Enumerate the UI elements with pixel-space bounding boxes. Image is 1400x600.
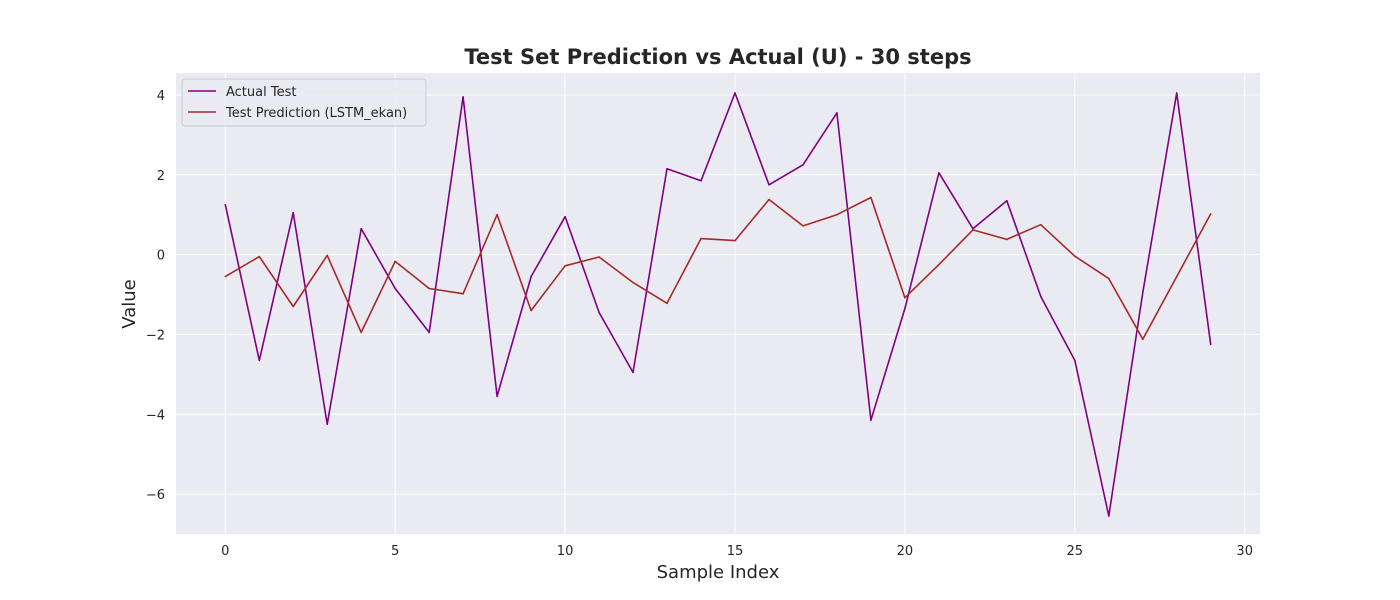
y-tick-labels: −6 −4 −2 0 2 4 bbox=[146, 89, 165, 503]
actual-test-point bbox=[598, 311, 600, 314]
test-prediction-point bbox=[632, 281, 634, 284]
test-prediction-point bbox=[564, 264, 566, 267]
plot-background bbox=[176, 73, 1260, 534]
test-prediction-point bbox=[1141, 338, 1144, 341]
x-tick-label: 0 bbox=[221, 544, 229, 559]
y-tick-label: −6 bbox=[146, 488, 165, 503]
actual-test-point bbox=[360, 227, 362, 230]
y-tick-label: 4 bbox=[157, 89, 165, 104]
actual-test-point bbox=[1006, 199, 1008, 202]
x-axis-label: Sample Index bbox=[657, 562, 780, 583]
y-axis-label: Value bbox=[119, 279, 140, 328]
test-prediction-point bbox=[394, 260, 396, 263]
test-prediction-point bbox=[1175, 275, 1178, 278]
actual-test-point bbox=[394, 287, 396, 290]
test-prediction-point bbox=[292, 305, 295, 308]
actual-test-point bbox=[224, 203, 227, 206]
actual-test-point bbox=[326, 423, 329, 426]
test-prediction-point bbox=[530, 309, 532, 312]
test-prediction-point bbox=[462, 292, 464, 295]
actual-test-point bbox=[1141, 291, 1144, 294]
test-prediction-point bbox=[1006, 238, 1008, 241]
actual-test-point bbox=[530, 275, 532, 278]
actual-test-point bbox=[1074, 359, 1076, 362]
test-prediction-point bbox=[1074, 255, 1076, 258]
actual-test-point bbox=[870, 419, 872, 422]
test-prediction-point bbox=[360, 331, 362, 334]
legend-label-test-prediction: Test Prediction (LSTM_ekan) bbox=[225, 106, 407, 121]
test-prediction-point bbox=[904, 296, 906, 299]
actual-test-point bbox=[258, 359, 261, 362]
test-prediction-point bbox=[1040, 223, 1042, 226]
actual-test-point bbox=[1175, 92, 1178, 94]
x-tick-label: 15 bbox=[727, 544, 744, 559]
actual-test-point bbox=[768, 183, 770, 186]
test-prediction-point bbox=[258, 255, 261, 258]
actual-test-point bbox=[496, 395, 498, 398]
legend: Actual Test Test Prediction (LSTM_ekan) bbox=[181, 78, 427, 127]
test-prediction-point bbox=[326, 254, 329, 257]
test-prediction-point bbox=[802, 225, 804, 227]
actual-test-point bbox=[1107, 515, 1110, 517]
y-tick-label: 2 bbox=[157, 169, 165, 184]
test-prediction-point bbox=[734, 239, 736, 242]
x-tick-label: 25 bbox=[1067, 544, 1084, 559]
actual-test-point bbox=[666, 167, 668, 170]
legend-label-actual-test: Actual Test bbox=[226, 85, 296, 100]
test-prediction-point bbox=[224, 275, 227, 278]
actual-test-point bbox=[700, 179, 702, 182]
actual-test-point bbox=[972, 227, 974, 230]
x-tick-labels: 0 5 10 15 20 25 30 bbox=[221, 544, 1253, 559]
actual-test-point bbox=[904, 307, 906, 310]
legend-box bbox=[181, 78, 427, 127]
test-prediction-point bbox=[428, 287, 430, 290]
series-line-test-prediction bbox=[224, 196, 1212, 341]
x-tick-label: 5 bbox=[391, 544, 399, 559]
test-prediction-point bbox=[972, 229, 974, 231]
actual-test-point bbox=[564, 215, 566, 218]
test-prediction-point bbox=[870, 196, 872, 199]
series-line-actual-test bbox=[224, 92, 1212, 517]
test-prediction-point bbox=[1209, 213, 1212, 215]
actual-test-point bbox=[292, 211, 295, 214]
series-group bbox=[224, 92, 1212, 517]
test-prediction-point bbox=[938, 263, 940, 266]
actual-test-point bbox=[836, 112, 838, 114]
y-tick-label: −2 bbox=[146, 328, 165, 343]
test-prediction-point bbox=[768, 198, 770, 201]
test-prediction-point bbox=[666, 302, 668, 305]
test-prediction-point bbox=[496, 213, 498, 216]
test-prediction-point bbox=[700, 237, 702, 240]
actual-test-point bbox=[938, 171, 940, 174]
actual-test-point bbox=[1040, 295, 1042, 298]
actual-test-point bbox=[462, 96, 464, 98]
y-tick-label: 0 bbox=[157, 249, 165, 264]
x-tick-label: 10 bbox=[557, 544, 574, 559]
actual-test-point bbox=[734, 92, 736, 94]
actual-test-point bbox=[428, 331, 430, 334]
actual-test-point bbox=[1209, 343, 1212, 346]
actual-test-point bbox=[802, 164, 804, 166]
x-tick-label: 20 bbox=[897, 544, 914, 559]
y-tick-label: −4 bbox=[146, 408, 165, 423]
x-tick-label: 30 bbox=[1236, 544, 1253, 559]
test-prediction-point bbox=[1107, 277, 1110, 280]
test-prediction-point bbox=[836, 213, 838, 216]
chart-title: Test Set Prediction vs Actual (U) - 30 s… bbox=[464, 45, 971, 69]
actual-test-point bbox=[632, 371, 634, 374]
test-prediction-point bbox=[598, 256, 600, 258]
